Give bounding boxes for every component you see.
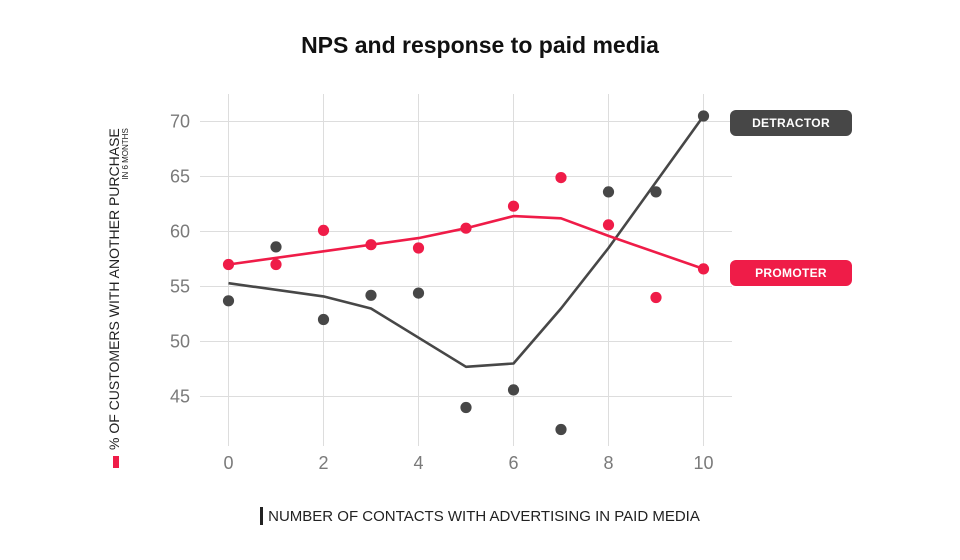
detractor-trend-line [228, 115, 705, 369]
promoter-series-label: PROMOTER [730, 259, 852, 286]
detractor-point [365, 289, 377, 301]
x-tick-label: 4 [413, 453, 423, 473]
trend-lines [228, 115, 705, 369]
y-tick-label: 45 [170, 387, 190, 407]
x-axis-marker [260, 507, 264, 525]
data-points [222, 110, 710, 436]
detractor-point [270, 241, 282, 253]
promoter-point [650, 291, 662, 304]
x-axis-title: NUMBER OF CONTACTS WITH ADVERTISING IN P… [268, 507, 700, 525]
x-tick-label: 10 [693, 453, 713, 473]
detractor-point [555, 423, 567, 436]
y-tick-label: 50 [170, 332, 190, 352]
grid-lines [200, 94, 732, 446]
y-axis-label: % OF CUSTOMERS WITH ANOTHER PURCHASE IN … [106, 108, 130, 468]
promoter-point [222, 258, 235, 271]
x-axis-label: NUMBER OF CONTACTS WITH ADVERTISING IN P… [0, 507, 960, 525]
promoter-point [317, 224, 330, 236]
y-axis-marker [113, 456, 119, 468]
promoter-point [507, 200, 520, 212]
promoter-point [602, 219, 615, 231]
y-tick-label: 60 [170, 222, 190, 242]
promoter-point [460, 222, 472, 234]
y-axis-subtitle: IN 6 MONTHS [121, 128, 130, 180]
detractor-point [650, 186, 662, 198]
tick-labels: 0 2 4 6 8 10 45 50 55 60 65 70 [170, 112, 714, 474]
promoter-point [270, 258, 282, 271]
detractor-point [317, 313, 330, 326]
promoter-point [555, 172, 567, 184]
detractor-point [412, 287, 425, 299]
detractor-point [602, 186, 615, 198]
chart-title: NPS and response to paid media [301, 32, 659, 58]
x-tick-label: 8 [603, 453, 613, 473]
promoter-point [365, 239, 377, 251]
promoter-trend-line [228, 214, 704, 271]
detractor-point [507, 384, 520, 396]
detractor-point [697, 110, 710, 122]
x-tick-label: 6 [508, 453, 518, 473]
detractor-series-label: DETRACTOR [730, 110, 852, 136]
y-tick-label: 65 [170, 167, 190, 187]
y-tick-label: 70 [170, 112, 190, 132]
x-tick-label: 0 [223, 453, 233, 473]
detractor-point [222, 295, 235, 307]
x-tick-label: 2 [318, 453, 328, 473]
promoter-point [697, 263, 710, 275]
y-axis-title: % OF CUSTOMERS WITH ANOTHER PURCHASE [106, 128, 122, 450]
detractor-point [460, 401, 472, 414]
y-tick-label: 55 [170, 277, 190, 297]
promoter-point [412, 242, 425, 254]
